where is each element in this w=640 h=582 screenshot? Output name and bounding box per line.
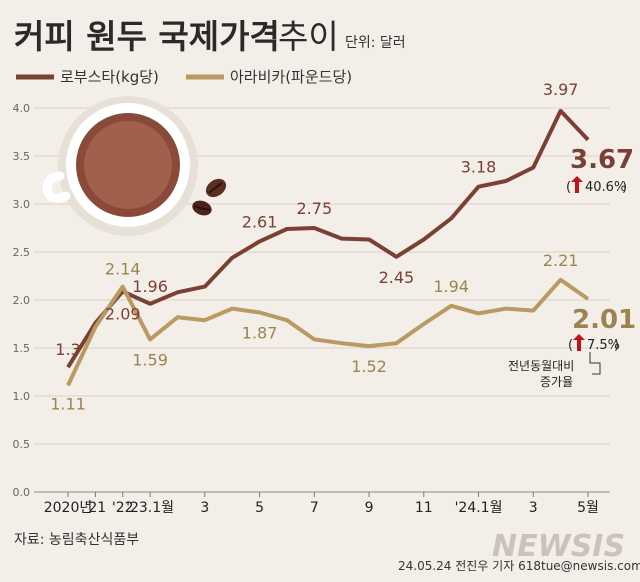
x-tick-label: 11 (415, 500, 433, 516)
x-axis: 2020년'21 '22'23.1월 3 5 7 9 11 '24.1월 3 5월 (44, 492, 599, 516)
robusta-change: ( 40.6% ) (566, 176, 627, 195)
x-tick-label: 5 (255, 500, 264, 516)
robusta-data-label: 2.45 (379, 268, 415, 287)
arabica-data-label: 1.11 (50, 394, 86, 413)
arabica-latest-value: 2.01 (572, 305, 636, 335)
robusta-data-label: 2.61 (242, 212, 278, 231)
robusta-data-label: 3.97 (543, 80, 579, 99)
svg-text:): ) (614, 338, 619, 353)
y-tick-label: 2.5 (13, 246, 31, 259)
arabica-data-label: 1.52 (351, 357, 387, 376)
y-axis: 0.0 0.5 1.0 1.5 2.0 2.5 3.0 3.5 4.0 (13, 102, 31, 499)
arabica-line (66, 277, 590, 387)
robusta-change-value: 40.6% (585, 180, 626, 195)
x-tick-label: '21 (85, 500, 107, 516)
up-arrow-icon (573, 334, 585, 351)
robusta-data-label: 1.3 (55, 340, 80, 359)
data-labels: 1.3 2.09 1.96 2.61 2.75 2.45 3.18 3.97 1.11 2.14 1… (50, 80, 578, 414)
y-tick-label: 4.0 (13, 102, 31, 115)
svg-text:): ) (622, 180, 627, 195)
y-tick-label: 2.0 (13, 294, 31, 307)
arabica-data-label: 1.94 (433, 277, 469, 296)
x-tick-label: 3 (200, 500, 209, 516)
arabica-data-label: 1.87 (242, 323, 278, 342)
legend-robusta-label: 로부스타(kg당) (60, 68, 159, 86)
svg-text:(: ( (568, 338, 573, 353)
change-note-line2: 증가율 (540, 375, 573, 389)
chart-title: 커피 원두 국제가격 (14, 17, 280, 56)
y-tick-label: 1.5 (13, 342, 31, 355)
y-tick-label: 0.0 (13, 486, 31, 499)
x-tick-label: '22 (112, 500, 134, 516)
x-tick-label: '24.1월 (455, 500, 503, 516)
arabica-data-label: 1.59 (132, 350, 168, 369)
source-label: 자료: 농림축산식품부 (14, 532, 139, 548)
arabica-change-value: 7.5% (587, 338, 620, 353)
legend: 로부스타(kg당) 아라비카(파운드당) (16, 68, 352, 86)
x-tick-label: 3 (529, 500, 538, 516)
robusta-data-label: 2.09 (105, 304, 141, 323)
chart-title-suffix: 추이 (278, 17, 339, 56)
arabica-data-label: 2.21 (543, 251, 579, 270)
x-tick-label: 9 (365, 500, 374, 516)
arabica-data-label: 2.14 (105, 260, 141, 279)
robusta-data-label: 3.18 (461, 158, 497, 177)
robusta-data-label: 1.96 (132, 277, 168, 296)
legend-arabica-label: 아라비카(파운드당) (230, 68, 352, 86)
robusta-latest-value: 3.67 (570, 145, 634, 175)
y-tick-label: 1.0 (13, 390, 31, 403)
y-tick-label: 3.0 (13, 198, 31, 211)
up-arrow-icon (571, 176, 583, 193)
y-tick-label: 0.5 (13, 438, 31, 451)
unit-label: 단위: 달러 (345, 35, 406, 51)
coffee-bean-icon (192, 178, 227, 216)
credit-label: 24.05.24 전진우 기자 618tue@newsis.com (398, 559, 640, 573)
svg-text:(: ( (566, 180, 571, 195)
x-tick-label: 5월 (577, 500, 599, 516)
x-tick-label: 2020년 (44, 500, 93, 516)
coffee-cup-icon (42, 96, 198, 236)
newsis-logo: NEWSIS (492, 529, 625, 564)
change-note-line1: 전년동월대비 (508, 359, 574, 373)
x-tick-label: 7 (310, 500, 319, 516)
note-connector (589, 352, 601, 375)
x-tick-label: '23.1월 (126, 500, 174, 516)
robusta-data-label: 2.75 (297, 199, 333, 218)
arabica-change: ( 7.5% ) (568, 334, 620, 353)
y-tick-label: 3.5 (13, 150, 31, 163)
robusta-line (66, 108, 590, 369)
